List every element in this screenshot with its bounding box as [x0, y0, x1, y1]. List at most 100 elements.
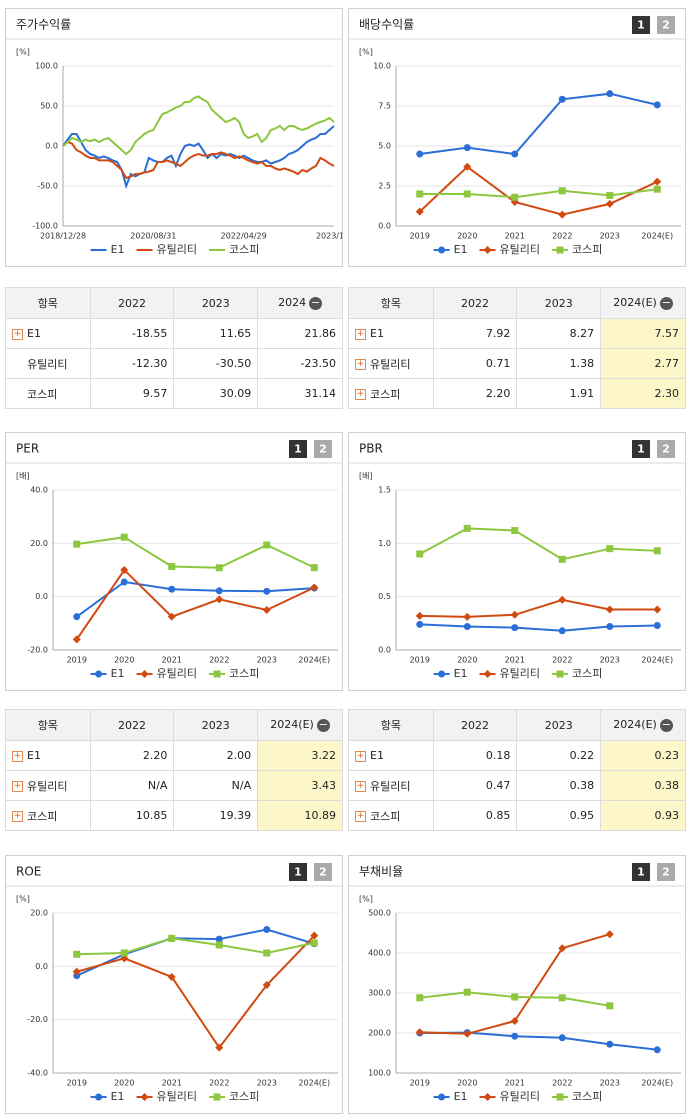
y-tick-label: -100.0 — [32, 222, 58, 231]
tab-button[interactable] — [632, 16, 650, 34]
marker — [558, 944, 567, 953]
tab-button[interactable] — [289, 863, 307, 881]
tab-label[interactable]: 1 — [294, 866, 302, 879]
header-text: 2022 — [118, 296, 147, 310]
legend-label: 코스피 — [229, 1090, 259, 1103]
marker — [168, 585, 176, 593]
series-line — [75, 568, 315, 640]
y-tick-label: 20.0 — [30, 539, 48, 548]
tab-label[interactable]: 1 — [637, 443, 645, 456]
expand-icon[interactable]: + — [12, 811, 23, 822]
expand-icon[interactable]: + — [355, 359, 366, 370]
cell-text: -18.55 — [131, 327, 168, 340]
legend: E1 유틸리티 코스피 — [433, 1090, 602, 1103]
marker — [167, 612, 176, 621]
table-header-cell: 2023 — [173, 709, 259, 741]
header-text: 2024(E) — [270, 718, 314, 732]
marker — [605, 199, 614, 208]
table-cell: 30.09 — [173, 378, 259, 409]
y-tick-label: 1.0 — [378, 539, 391, 548]
y-tick-label: 1.5 — [378, 486, 391, 495]
x-tick-label: 2021 — [162, 656, 182, 665]
tab-label[interactable]: 2 — [662, 443, 670, 456]
table-cell: + 코스피 — [348, 378, 434, 409]
header-text: 항목 — [37, 719, 58, 732]
table-header-row: 항목 2022 2023 2024(E) − — [348, 287, 686, 319]
table-row: + 코스피 0.85 0.95 0.93 — [348, 800, 686, 831]
x-tick-label: 2020/08/31 — [130, 232, 176, 241]
expand-icon[interactable]: + — [355, 781, 366, 792]
expand-icon[interactable]: + — [12, 750, 23, 762]
expand-icon[interactable]: + — [12, 328, 23, 340]
x-tick-label: 2021 — [505, 232, 525, 241]
collapse-icon[interactable]: − — [659, 717, 673, 732]
legend-label: E1 — [454, 1090, 468, 1103]
x-tick-label: 2022 — [552, 232, 572, 241]
header-text: 2022 — [461, 718, 490, 732]
tab-label[interactable]: 2 — [319, 443, 327, 456]
table-cell: 2.20 — [432, 378, 518, 409]
cell-text: 3.22 — [311, 749, 337, 762]
tab-label[interactable]: 1 — [637, 866, 645, 879]
marker — [416, 550, 424, 558]
tab-label[interactable]: 1 — [294, 443, 302, 456]
marker — [72, 635, 81, 644]
table-header-cell: 2023 — [173, 287, 259, 319]
table-cell: + 유틸리티 — [348, 770, 434, 801]
cell-text: 1.38 — [569, 357, 595, 370]
cell-text: 코스피 — [27, 809, 58, 823]
marker — [606, 545, 614, 553]
marker — [168, 934, 176, 942]
marker — [416, 994, 424, 1002]
table-header-cell: 2022 — [432, 287, 518, 319]
tab-button[interactable] — [657, 440, 675, 458]
table-header-cell: 2023 — [516, 709, 602, 741]
table-header-row: 항목 2022 2023 2024(E) − — [5, 709, 343, 741]
series-line — [419, 92, 658, 156]
table-cell: 0.38 — [516, 770, 602, 801]
marker — [606, 191, 614, 199]
marker — [511, 624, 519, 632]
legend-label: 유틸리티 — [500, 243, 540, 256]
unit-label: [%] — [16, 895, 30, 904]
marker — [120, 566, 129, 574]
tab-label[interactable]: 1 — [637, 19, 645, 32]
table-row: + E1 2.20 2.00 3.22 — [5, 740, 343, 771]
table-cell: 0.95 — [516, 800, 602, 831]
expand-icon[interactable]: + — [355, 750, 366, 762]
expand-icon[interactable]: + — [355, 328, 366, 340]
tab-label[interactable]: 2 — [319, 866, 327, 879]
x-tick-label: 2023 — [257, 1079, 277, 1088]
tab-button[interactable] — [314, 863, 332, 881]
tab-label[interactable]: 2 — [662, 19, 670, 32]
y-tick-label: -40.0 — [27, 1069, 48, 1078]
tab-button[interactable] — [632, 440, 650, 458]
collapse-icon[interactable]: − — [316, 717, 330, 732]
x-tick-label: 2024(E) — [641, 656, 673, 665]
expand-icon[interactable]: + — [355, 389, 366, 400]
marker — [653, 185, 661, 193]
marker — [653, 621, 661, 629]
cell-text: 30.09 — [219, 387, 252, 400]
table-cell: 19.39 — [173, 800, 259, 831]
expand-icon[interactable]: + — [355, 811, 366, 822]
expand-icon[interactable]: + — [12, 781, 23, 792]
legend-label: 유틸리티 — [157, 667, 197, 680]
table-header-row: 항목 2022 2023 2024− — [5, 287, 343, 319]
tab-label[interactable]: 2 — [662, 866, 670, 879]
tab-button[interactable] — [632, 863, 650, 881]
series-line — [76, 580, 315, 618]
unit-label: [%] — [16, 48, 30, 57]
tab-button[interactable] — [289, 440, 307, 458]
tab-button[interactable] — [657, 863, 675, 881]
table-header-cell: 항목 — [5, 709, 91, 741]
collapse-icon[interactable]: − — [309, 295, 323, 310]
series-line — [62, 95, 335, 156]
tab-button[interactable] — [657, 16, 675, 34]
tab-button[interactable] — [314, 440, 332, 458]
table-row: + E1 -18.55 11.65 21.86 — [5, 318, 343, 349]
data-table: 항목 2022 2023 2024(E) − + E1 2.20 2.00 3.22 + 유틸리티 N/… — [5, 709, 343, 831]
cell-text: 10.89 — [304, 809, 337, 822]
marker — [215, 941, 223, 949]
collapse-icon[interactable]: − — [659, 295, 673, 310]
